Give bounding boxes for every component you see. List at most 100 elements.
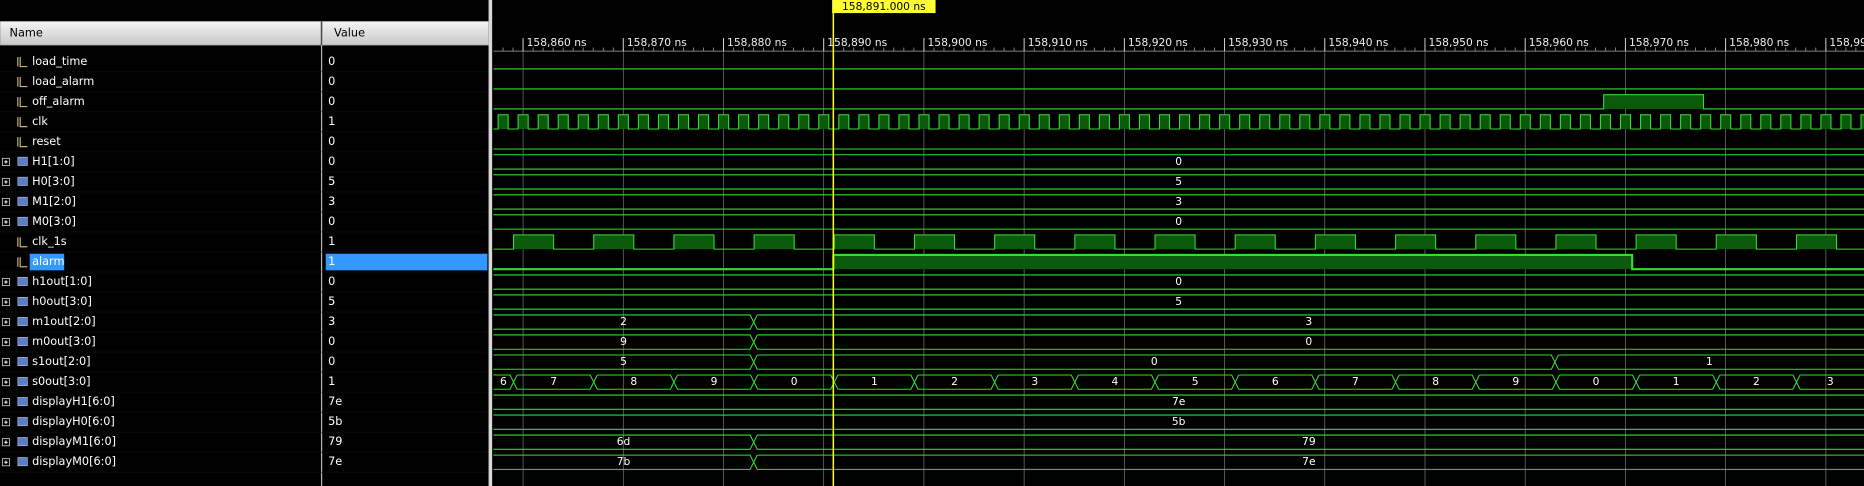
signal-name[interactable]: s0out[3:0] [32,375,91,388]
signal-value: 1 [328,255,335,268]
high-fill [518,114,529,129]
high-fill [1520,114,1531,129]
high-fill [979,114,990,129]
bus-segment [753,434,1864,450]
high-fill [513,234,554,250]
high-fill [1636,234,1677,250]
high-fill [778,114,789,129]
expand-plus [4,200,8,204]
high-fill [1155,234,1196,250]
bus-value-label: 5 [1175,295,1182,308]
signal-value: 0 [328,75,335,88]
signal-name[interactable]: displayM0[6:0] [32,455,116,468]
high-fill [1299,114,1310,129]
cursor-label-box[interactable] [832,0,936,14]
high-fill [1440,114,1451,129]
signal-value: 5 [328,175,335,188]
bus-icon [17,437,28,447]
bus-value-label: 0 [1305,335,1312,348]
bus-value-label: 8 [1432,375,1439,388]
signal-name[interactable]: load_time [32,55,87,68]
signal-icon [17,137,28,148]
expand-plus [4,220,8,224]
bus-value-label: 3 [1175,195,1182,208]
cursor-label: 158,891.000 ns [842,0,926,13]
ruler-label: 158,870 ns [627,36,687,49]
bus-segment [493,394,1864,410]
high-fill [914,234,955,250]
bus-value-label: 1 [1706,355,1713,368]
high-fill [994,234,1035,250]
signal-icon [17,57,28,68]
signal-name[interactable]: M1[2:0] [32,195,76,208]
high-fill [538,114,549,129]
high-fill [939,114,950,129]
high-fill [1319,114,1330,129]
signal-name[interactable]: H0[3:0] [32,175,75,188]
signal-name[interactable]: load_alarm [32,75,94,88]
bus-icon [17,156,28,166]
high-fill [593,234,634,250]
signal-name[interactable]: displayH0[6:0] [32,415,115,428]
name-header[interactable] [0,21,322,46]
bus-value-label: 2 [1753,375,1760,388]
bus-value-label: 6 [1272,375,1279,388]
signal-value: 3 [328,195,335,208]
signal-name[interactable]: M0[3:0] [32,215,76,228]
signal-wave [493,253,1864,271]
high-fill [1716,234,1757,250]
bus-value-label: 7e [1302,455,1315,468]
signal-wave [493,94,1864,110]
high-fill [999,114,1010,129]
high-fill [1740,114,1751,129]
high-fill [673,234,714,250]
signal-name[interactable]: off_alarm [32,95,85,108]
bus-value-label: 4 [1112,375,1119,388]
high-fill [1640,114,1651,129]
value-highlight [325,253,488,271]
signal-name[interactable]: clk [32,115,48,128]
bus-icon [17,216,28,226]
bus-value-label: 2 [620,315,627,328]
signal-name[interactable]: displayH1[6:0] [32,395,115,408]
high-fill [918,114,930,129]
pane-splitter[interactable] [488,0,493,486]
high-fill [1359,114,1370,129]
high-fill [1500,114,1511,129]
signal-icon [17,237,28,248]
bus-segment [1715,374,1798,390]
bus-segment [833,374,916,390]
high-fill [833,254,1633,270]
signal-name[interactable]: reset [32,135,61,148]
high-fill [1600,114,1611,129]
signal-icon [17,77,28,88]
high-fill [1339,114,1350,129]
signal-value: 0 [328,95,335,108]
ruler-label: 158,910 ns [1028,36,1088,49]
signal-name[interactable]: clk_1s [32,235,67,248]
bus-value-label: 3 [1827,375,1834,388]
signal-name[interactable]: s1out[2:0] [32,355,91,368]
bus-segment [512,374,595,390]
bus-value-label: 6 [500,375,507,388]
bus-segment [673,374,755,390]
signal-name[interactable]: h1out[1:0] [32,275,92,288]
ruler-label: 158,880 ns [727,36,787,49]
signal-name[interactable]: alarm [32,255,64,268]
expand-plus [4,180,8,184]
high-fill [698,114,709,129]
bus-segment [1555,374,1637,390]
bus-segment [913,374,996,390]
bus-value-label: 1 [871,375,878,388]
signal-value: 0 [328,155,335,168]
high-fill [598,114,609,129]
bus-icon [17,196,28,206]
signal-name[interactable]: m1out[2:0] [32,315,96,328]
signal-name[interactable]: H1[1:0] [32,155,75,168]
signal-name[interactable]: h0out[3:0] [32,295,92,308]
high-fill [1199,114,1210,129]
high-fill [1620,114,1631,129]
signal-name[interactable]: m0out[3:0] [32,335,96,348]
signal-name[interactable]: displayM1[6:0] [32,435,116,448]
ruler-label: 158,990 ns [1829,36,1864,49]
